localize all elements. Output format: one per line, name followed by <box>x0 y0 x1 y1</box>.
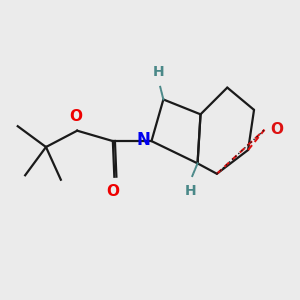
Text: N: N <box>136 130 150 148</box>
Text: O: O <box>106 184 119 199</box>
Text: O: O <box>270 122 283 137</box>
Text: H: H <box>184 184 196 198</box>
Text: H: H <box>153 65 165 79</box>
Text: O: O <box>69 109 82 124</box>
